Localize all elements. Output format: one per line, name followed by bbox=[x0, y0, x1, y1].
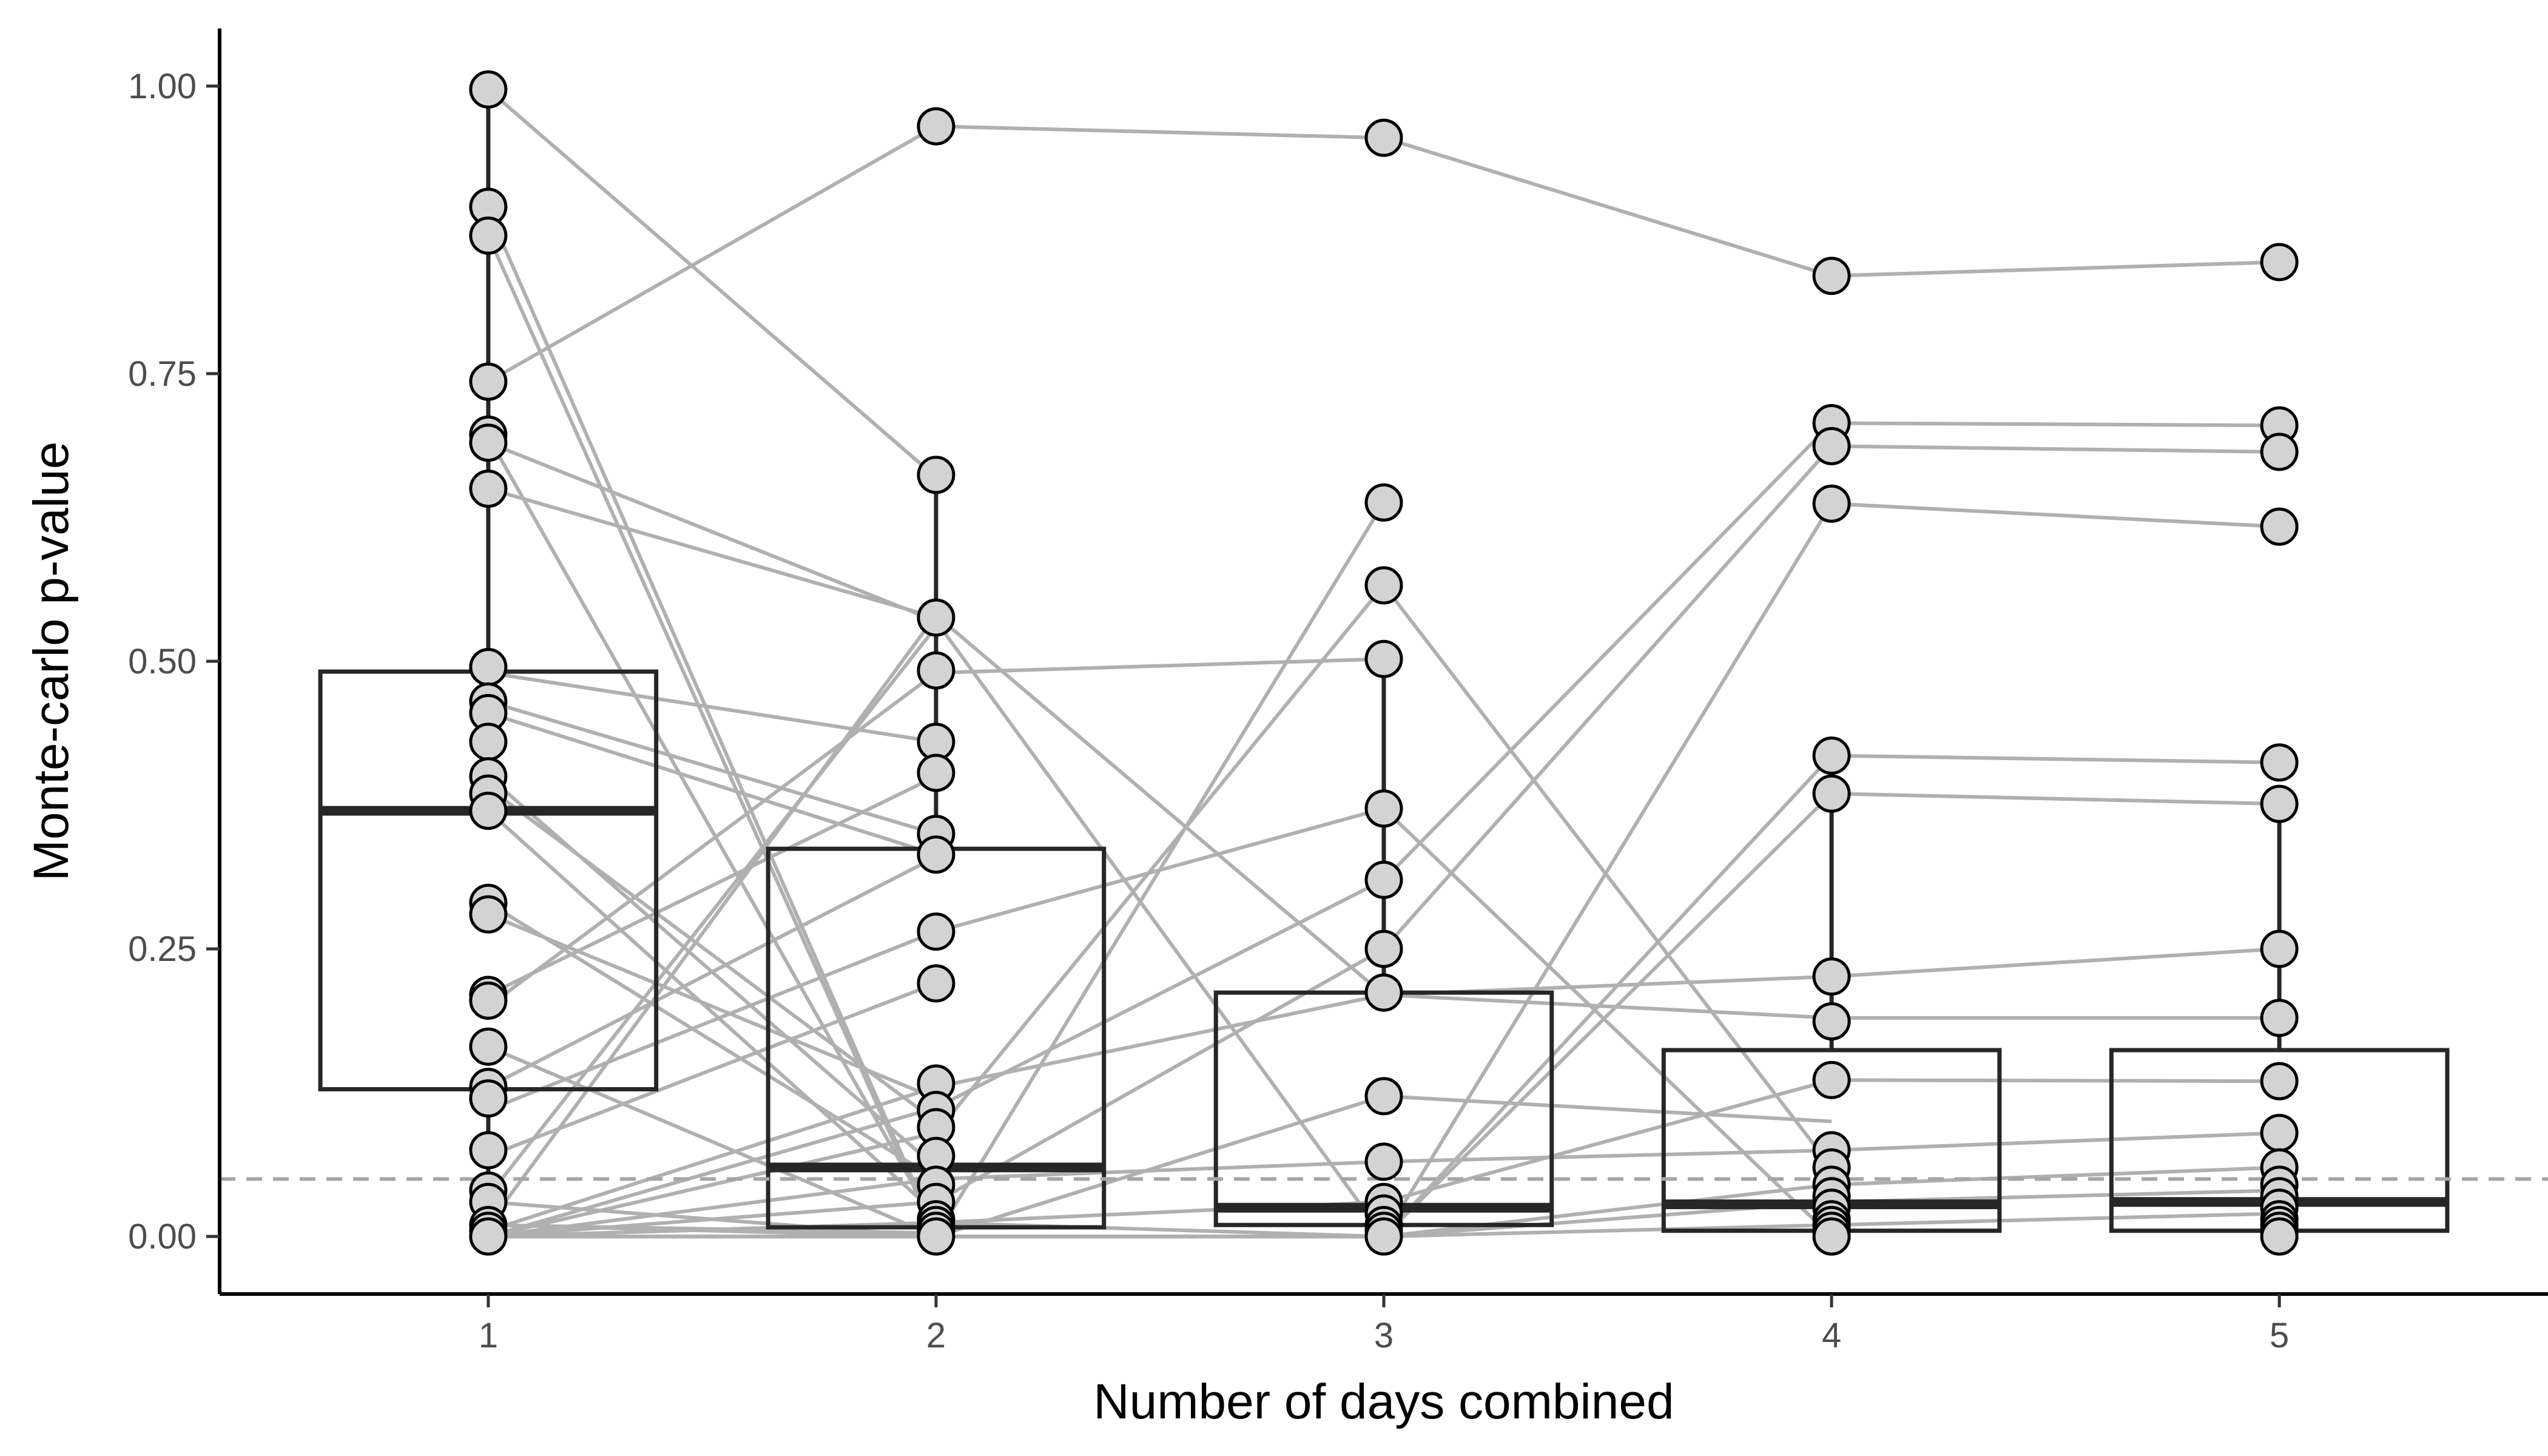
data-point bbox=[2260, 507, 2299, 546]
data-point bbox=[1364, 860, 1403, 899]
data-point bbox=[917, 753, 956, 792]
x-tick-label: 2 bbox=[926, 1316, 946, 1355]
data-point bbox=[2260, 929, 2299, 968]
data-point bbox=[469, 362, 508, 401]
data-point bbox=[469, 1079, 508, 1118]
trajectory-line bbox=[487, 982, 937, 1158]
trajectory-line bbox=[487, 855, 937, 1089]
y-tick-label: 0.50 bbox=[128, 642, 197, 681]
data-point bbox=[917, 107, 956, 146]
data-point bbox=[1364, 929, 1403, 968]
data-point bbox=[2260, 999, 2299, 1037]
x-axis-title: Number of days combined bbox=[1093, 1374, 1674, 1429]
data-point bbox=[469, 647, 508, 686]
data-point bbox=[1364, 1217, 1403, 1256]
x-axis-ticks: 1 2 3 4 5 bbox=[479, 1294, 2289, 1355]
data-point bbox=[917, 456, 956, 494]
trajectory-line bbox=[487, 711, 937, 857]
data-point bbox=[1364, 639, 1403, 678]
data-point bbox=[1812, 1217, 1851, 1256]
x-tick-label: 1 bbox=[479, 1316, 498, 1355]
y-tick-label: 0.00 bbox=[128, 1217, 197, 1256]
data-point bbox=[2260, 1217, 2299, 1256]
data-point bbox=[469, 216, 508, 255]
trajectory-line bbox=[487, 901, 937, 1181]
data-point bbox=[1812, 484, 1851, 523]
trajectory-line bbox=[487, 774, 937, 997]
data-points bbox=[469, 70, 2299, 1256]
y-tick-label: 1.00 bbox=[128, 67, 197, 106]
trajectory-line bbox=[488, 582, 1833, 1239]
x-tick-label: 3 bbox=[1374, 1316, 1394, 1355]
trajectory-line bbox=[487, 436, 938, 1226]
data-point bbox=[2260, 1114, 2299, 1153]
data-point bbox=[2260, 243, 2299, 281]
trajectory-line bbox=[487, 235, 938, 1238]
data-point bbox=[1364, 1142, 1403, 1181]
data-point bbox=[1364, 118, 1403, 157]
data-point bbox=[1364, 1077, 1403, 1116]
trajectory-line bbox=[487, 88, 937, 479]
data-point bbox=[1364, 789, 1403, 828]
data-point bbox=[469, 895, 508, 934]
data-point bbox=[2260, 1062, 2299, 1100]
data-point bbox=[469, 1217, 508, 1256]
data-point bbox=[1364, 483, 1403, 522]
data-point bbox=[1812, 1060, 1851, 1099]
trajectory-line bbox=[487, 1045, 937, 1238]
data-point bbox=[469, 981, 508, 1020]
data-point bbox=[2260, 784, 2299, 823]
data-point bbox=[1364, 973, 1403, 1012]
data-point bbox=[469, 470, 508, 508]
x-tick-label: 5 bbox=[2270, 1316, 2289, 1355]
trajectory-line bbox=[487, 209, 938, 1234]
data-point bbox=[469, 723, 508, 761]
data-point bbox=[469, 1027, 508, 1066]
y-axis-title: Monte-carlo p-value bbox=[24, 442, 79, 881]
trajectory-line bbox=[487, 809, 937, 1215]
data-point bbox=[2260, 433, 2299, 471]
data-point bbox=[469, 423, 508, 462]
data-point bbox=[1812, 257, 1851, 295]
data-point bbox=[469, 70, 508, 109]
trajectory-line bbox=[487, 487, 937, 619]
data-point bbox=[1812, 426, 1851, 465]
y-tick-label: 0.25 bbox=[128, 929, 197, 969]
data-point bbox=[1812, 957, 1851, 996]
data-point bbox=[469, 1131, 508, 1170]
data-point bbox=[1812, 736, 1851, 775]
data-point bbox=[917, 835, 956, 874]
trajectory-line bbox=[487, 625, 938, 1198]
data-point bbox=[469, 792, 508, 831]
trajectory-line bbox=[487, 806, 1833, 1238]
y-tick-label: 0.75 bbox=[128, 354, 197, 394]
data-point bbox=[917, 598, 956, 637]
data-point bbox=[917, 651, 956, 690]
y-axis-ticks: 0.00 0.25 0.50 0.75 1.00 bbox=[128, 67, 220, 1256]
trajectory-line bbox=[487, 124, 2280, 383]
data-point bbox=[917, 912, 956, 951]
data-point bbox=[917, 1217, 956, 1256]
data-point bbox=[2260, 743, 2299, 782]
data-point bbox=[1812, 1002, 1851, 1041]
data-point bbox=[1364, 566, 1403, 605]
data-point bbox=[1812, 774, 1851, 813]
x-tick-label: 4 bbox=[1822, 1316, 1841, 1355]
data-point bbox=[917, 964, 956, 1003]
